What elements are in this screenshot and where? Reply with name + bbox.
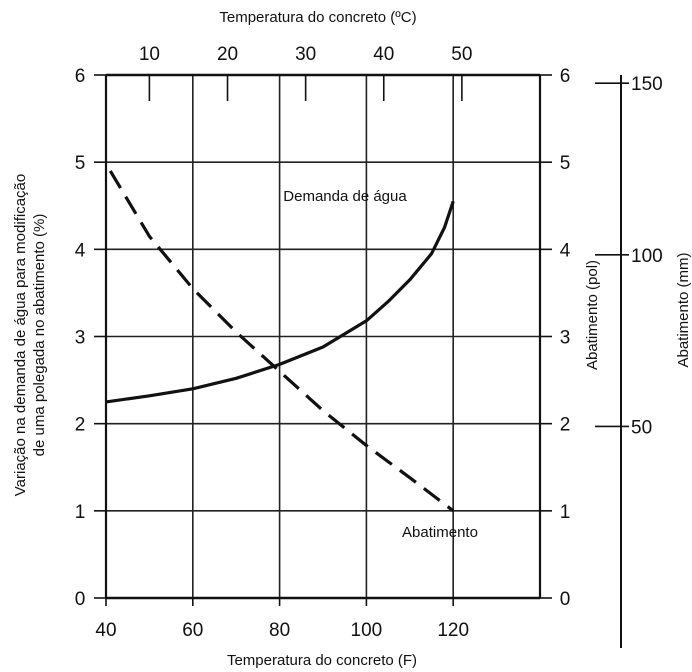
y3-tick-label: 50	[631, 417, 652, 438]
y-axis-title-line-2: de uma polegada no abatimento (%)	[31, 214, 48, 457]
x2-axis-title: Temperatura do concreto (ºC)	[219, 9, 416, 26]
y-axis-title-line-1: Variação na demanda de água para modific…	[12, 174, 29, 496]
y-tick-label: 0	[75, 589, 86, 610]
y2-tick-label: 2	[560, 415, 571, 436]
y2-tick-label: 1	[560, 502, 571, 523]
y3-tick-label: 100	[631, 246, 663, 267]
series-abatimento-line	[108, 170, 455, 513]
y-tick-label: 4	[75, 240, 86, 261]
tick-marks	[94, 74, 629, 648]
x2-tick-label: 40	[373, 44, 394, 65]
x-tick-label: 120	[437, 620, 469, 641]
y2-axis-title: Abatimento (pol)	[584, 260, 601, 370]
x-tick-label: 80	[269, 620, 290, 641]
x-tick-label: 100	[351, 620, 383, 641]
y-tick-label: 6	[75, 66, 86, 87]
y2-tick-label: 4	[560, 240, 571, 261]
annotation-abatimento: Abatimento	[402, 524, 478, 541]
y-tick-label: 5	[75, 153, 86, 174]
series-demanda-line	[105, 200, 455, 404]
series-lines	[105, 170, 455, 513]
y2-tick-label: 6	[560, 66, 571, 87]
grid	[106, 75, 540, 598]
y2-tick-label: 5	[560, 153, 571, 174]
x2-tick-label: 10	[139, 44, 160, 65]
y3-axis-title: Abatimento (mm)	[675, 252, 692, 367]
y2-tick-label: 0	[560, 589, 571, 610]
x2-tick-label: 50	[451, 44, 472, 65]
y-tick-label: 1	[75, 502, 86, 523]
y-tick-label: 2	[75, 415, 86, 436]
y-tick-label: 3	[75, 328, 86, 349]
x-tick-label: 60	[182, 620, 203, 641]
y3-tick-label: 150	[631, 74, 663, 95]
annotation-demanda: Demanda de água	[283, 188, 407, 205]
x2-tick-label: 20	[217, 44, 238, 65]
x-axis-title: Temperatura do concreto (F)	[227, 652, 417, 669]
y2-tick-label: 3	[560, 328, 571, 349]
x-tick-label: 40	[95, 620, 116, 641]
x2-tick-label: 30	[295, 44, 316, 65]
